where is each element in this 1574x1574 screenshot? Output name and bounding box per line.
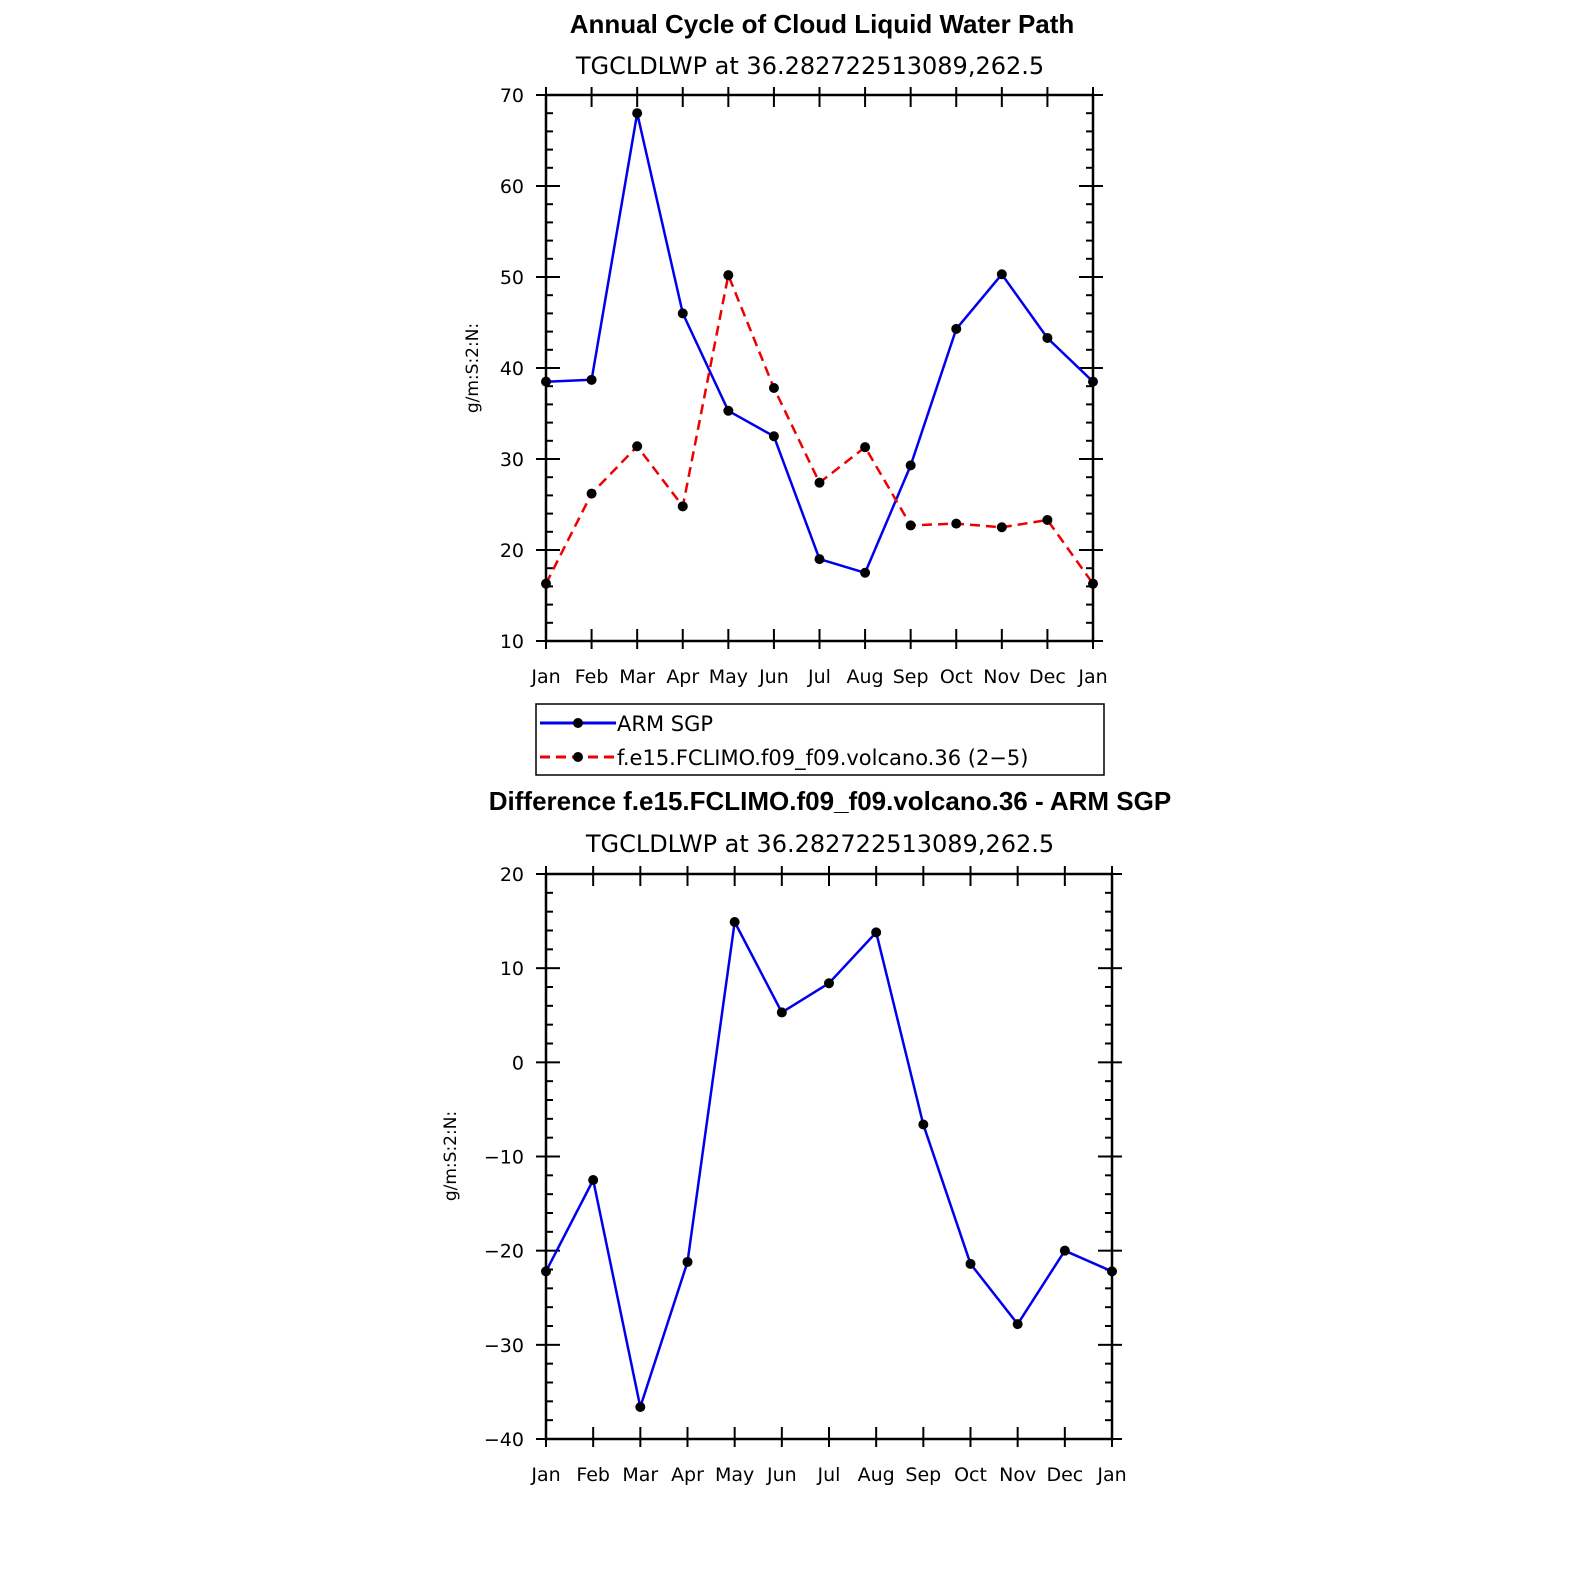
top-plot-area: 10 20 30 40 50 60 70 Jan Feb Mar Apr May Jun Jul Aug Se… xyxy=(500,85,1108,688)
bottom-series-line-0 xyxy=(544,920,1113,1409)
top-series-0-point xyxy=(677,308,688,319)
top-series-1-point xyxy=(951,518,962,529)
bottom-ytick-label: −30 xyxy=(484,1335,524,1357)
top-xtick-label: May xyxy=(709,666,748,688)
bottom-series-0-point xyxy=(588,1175,599,1186)
bottom-xtick-label: Apr xyxy=(671,1464,704,1486)
top-series-1-point xyxy=(586,488,597,499)
legend: ARM SGP f.e15.FCLIMO.f09_f09.volcano.36 … xyxy=(535,703,1105,776)
top-series-0-point xyxy=(905,460,916,471)
top-series-1-point xyxy=(541,578,551,589)
bottom-series-0-point xyxy=(1107,1266,1117,1277)
bottom-ytick-label: −10 xyxy=(484,1147,524,1169)
top-ytick-label: 10 xyxy=(500,631,524,653)
bottom-xtick-label: Dec xyxy=(1046,1464,1083,1486)
bottom-series-0-point xyxy=(541,1266,551,1277)
bottom-series-0-point xyxy=(1059,1245,1070,1256)
top-xtick-label: Jan xyxy=(530,666,560,688)
top-ytick-label: 30 xyxy=(500,449,524,471)
bottom-xtick-label: Sep xyxy=(905,1464,941,1486)
bottom-ytick-label: −20 xyxy=(484,1241,524,1263)
bottom-series-0-point xyxy=(918,1119,929,1130)
top-xtick-label: Aug xyxy=(847,666,884,688)
top-series-1-point xyxy=(632,441,643,452)
bottom-series-0-point xyxy=(1012,1319,1023,1330)
bottom-series-0-point xyxy=(965,1258,976,1269)
bottom-xtick-label: Jan xyxy=(530,1464,560,1486)
top-series-1-point xyxy=(905,520,916,531)
top-xtick-label: Jun xyxy=(758,666,789,688)
bottom-xtick-label: Feb xyxy=(576,1464,610,1486)
legend-label-model: f.e15.FCLIMO.f09_f09.volcano.36 (2−5) xyxy=(617,746,1028,771)
bottom-ytick-label: −40 xyxy=(484,1429,524,1451)
top-series-0-point xyxy=(723,405,734,416)
top-xtick-label: Apr xyxy=(666,666,699,688)
top-xtick-label: Sep xyxy=(893,666,929,688)
top-ytick-label: 20 xyxy=(500,540,524,562)
bottom-series-0-point xyxy=(682,1256,693,1267)
top-xtick-label: Jul xyxy=(807,666,831,688)
top-chart-title: Annual Cycle of Cloud Liquid Water Path xyxy=(570,9,1075,39)
top-series-0-point xyxy=(632,108,643,119)
bottom-xtick-label: Oct xyxy=(954,1464,987,1486)
bottom-xtick-label: Jan xyxy=(1096,1464,1126,1486)
bottom-xtick-label: Jul xyxy=(817,1464,841,1486)
bottom-chart-ylabel: g/m:S:2:N: xyxy=(441,1111,461,1201)
top-series-1-point xyxy=(723,270,734,281)
bottom-series-0-point xyxy=(729,917,740,928)
top-series-0-point xyxy=(768,431,779,442)
top-series-1-point xyxy=(860,442,871,453)
bottom-ytick-label: 10 xyxy=(500,958,524,980)
top-xtick-label: Nov xyxy=(983,666,1020,688)
top-series-1-point xyxy=(677,501,688,512)
legend-label-obs: ARM SGP xyxy=(617,712,713,736)
top-series-line-1 xyxy=(544,273,1095,585)
bottom-xtick-label: Aug xyxy=(858,1464,895,1486)
top-xtick-label: Dec xyxy=(1029,666,1066,688)
top-series-0-point xyxy=(541,376,551,387)
top-series-line-0 xyxy=(545,111,1094,575)
top-series-0-point xyxy=(586,374,597,385)
bottom-xtick-label: Mar xyxy=(622,1464,658,1486)
bottom-series-0-point xyxy=(871,927,882,938)
top-series-0-point xyxy=(1042,332,1053,343)
top-ytick-label: 60 xyxy=(500,176,524,198)
bottom-ytick-label: 0 xyxy=(512,1052,524,1074)
top-series-1-point xyxy=(996,522,1007,533)
top-series-0-point xyxy=(814,554,825,565)
legend-marker-model xyxy=(573,752,583,762)
bottom-series-0-point xyxy=(635,1401,646,1412)
bottom-xtick-label: May xyxy=(715,1464,754,1486)
top-xtick-label: Feb xyxy=(575,666,609,688)
legend-marker-obs xyxy=(573,718,583,728)
top-series-1-point xyxy=(1088,578,1098,589)
top-chart-ylabel: g/m:S:2:N: xyxy=(463,323,483,413)
bottom-chart-subtitle: TGCLDLWP at 36.282722513089,262.5 xyxy=(585,830,1054,858)
bottom-plot-frame xyxy=(544,872,1114,1441)
top-series-0-point xyxy=(996,269,1007,280)
top-series-0-point xyxy=(951,323,962,334)
bottom-chart-title: Difference f.e15.FCLIMO.f09_f09.volcano.… xyxy=(489,786,1171,816)
top-xtick-label: Jan xyxy=(1077,666,1107,688)
top-series-0-point xyxy=(860,567,871,578)
bottom-series-0-point xyxy=(776,1007,787,1018)
top-series-0-point xyxy=(1088,376,1098,387)
top-series-1-point xyxy=(1042,514,1053,525)
top-ytick-label: 50 xyxy=(500,267,524,289)
top-xtick-label: Oct xyxy=(940,666,973,688)
top-ytick-label: 40 xyxy=(500,358,524,380)
top-chart-subtitle: TGCLDLWP at 36.282722513089,262.5 xyxy=(575,52,1044,80)
top-ytick-label: 70 xyxy=(500,85,524,107)
bottom-series-0-point xyxy=(824,978,834,989)
bottom-ytick-label: 20 xyxy=(500,864,524,886)
top-series-1-point xyxy=(768,383,779,394)
bottom-xtick-label: Nov xyxy=(999,1464,1036,1486)
top-series-1-point xyxy=(814,477,825,488)
top-xtick-label: Mar xyxy=(619,666,655,688)
bottom-xtick-label: Jun xyxy=(766,1464,797,1486)
legend-box xyxy=(535,703,1105,776)
bottom-plot-area: −40 −30 −20 −10 0 10 20 Jan Feb Mar Apr May Jun Jul Au… xyxy=(484,864,1127,1486)
